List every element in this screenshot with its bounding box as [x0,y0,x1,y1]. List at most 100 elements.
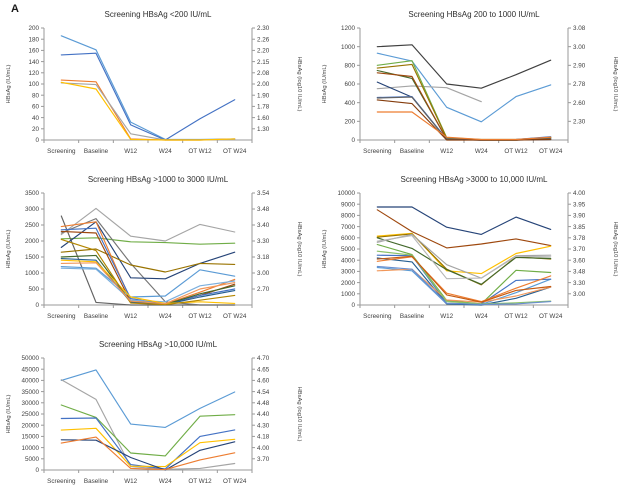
patient-line [60,218,236,306]
patient-line [376,81,552,141]
line-chart-gt10000: 0 5000 10000 15000 20000 25000 30000 35000 40000… [6,355,302,485]
left-tick-label: 400 [344,100,355,107]
left-tick-label: 0 [351,137,355,144]
x-axis-label: OT W12 [504,313,528,320]
chart-title: Screening HBsAg >3000 to 10,000 IU/mL [400,175,548,184]
left-tick-label: 0 [35,137,39,144]
line-chart-lt200: 0 20 40 60 80 100 120 140 160 180 200 2.30 2.26 2.20 2… [6,25,302,155]
right-tick-label: 2.30 [573,119,586,126]
line-chart-3000-10000: 0 1000 2000 3000 4000 5000 6000 7000 8000 9000 100… [322,190,618,320]
right-tick-label: 3.30 [257,238,270,245]
left-tick-label: 800 [344,63,355,70]
x-axis-label: OT W24 [223,313,247,320]
x-axis-label: Screening [47,313,76,320]
patient-line [60,262,236,305]
x-axis-label: OT W12 [188,478,212,485]
patient-line [376,254,552,305]
patient-line [376,209,552,249]
x-axis-label: OT W24 [539,313,563,320]
x-axis-label: OT W12 [188,148,212,155]
left-tick-label: 20 [32,126,40,133]
right-tick-label: 3.90 [573,213,586,220]
left-tick-label: 60 [32,104,40,111]
x-axis-label: W24 [159,148,172,155]
chart-title: Screening HBsAg 200 to 1000 IU/mL [408,10,540,19]
right-tick-label: 2.15 [257,59,270,66]
left-tick-label: 600 [344,81,355,88]
right-tick-label: 2.90 [573,63,586,70]
left-tick-label: 50000 [21,355,39,362]
panel-screening-lt200: Screening HBsAg <200 IU/mL 0 20 40 60 80 100 1… [0,8,316,168]
right-axis-title: HBsAg (log10 IU/mL) [612,222,618,277]
right-tick-label: 2.08 [257,70,270,77]
left-tick-label: 80 [32,92,40,99]
left-tick-label: 1000 [25,270,40,277]
right-tick-label: 3.40 [257,222,270,229]
patient-line [60,52,236,141]
left-tick-label: 3000 [341,269,356,276]
left-tick-label: 200 [28,25,39,32]
right-tick-label: 3.48 [573,269,586,276]
patient-line [376,268,552,303]
figure-label: A [11,3,19,15]
right-tick-label: 3.85 [573,224,586,231]
x-axis-label: OT W24 [223,478,247,485]
right-tick-label: 3.60 [573,257,586,264]
patient-line [376,60,552,141]
patient-line [376,206,552,235]
right-tick-label: 4.54 [257,389,270,396]
chart-title: Screening HBsAg >10,000 IU/mL [98,340,218,349]
x-axis-label: W24 [159,478,172,485]
right-tick-label: 3.70 [257,456,270,463]
x-axis-label: Baseline [400,148,425,155]
left-tick-label: 25000 [21,411,39,418]
patient-line [60,404,236,457]
right-tick-label: 3.08 [573,25,586,32]
patient-line [60,248,236,273]
right-tick-label: 2.78 [573,81,586,88]
patient-line [60,439,236,471]
panel-screening-200-1000: Screening HBsAg 200 to 1000 IU/mL 0 200 40… [316,8,632,168]
patient-line [376,72,552,141]
left-tick-label: 100 [28,81,39,88]
patient-line [60,221,236,280]
patient-line [60,207,236,242]
left-tick-label: 180 [28,36,39,43]
right-tick-label: 4.40 [257,411,270,418]
left-tick-label: 45000 [21,366,39,373]
right-tick-label: 2.00 [257,81,270,88]
patient-line [60,82,236,141]
left-tick-label: 35000 [21,389,39,396]
right-tick-label: 4.00 [573,190,586,197]
right-tick-label: 3.18 [257,254,270,261]
left-axis-title: HBsAg (IU/mL) [6,394,12,433]
patient-line [376,233,552,279]
right-axis-title: HBsAg (log10 IU/mL) [296,387,302,442]
patient-line [60,238,236,306]
left-axis-title: HBsAg (IU/mL) [6,229,12,268]
x-axis-label: OT W12 [504,148,528,155]
x-axis-label: OT W12 [188,313,212,320]
left-tick-label: 140 [28,59,39,66]
right-tick-label: 4.65 [257,366,270,373]
x-axis-label: W12 [440,313,453,320]
right-tick-label: 2.60 [573,100,586,107]
x-axis-label: W24 [159,313,172,320]
chart-title: Screening HBsAg <200 IU/mL [104,10,212,19]
left-tick-label: 4000 [341,257,356,264]
right-axis-title: HBsAg (log10 IU/mL) [296,57,302,112]
left-tick-label: 9000 [341,201,356,208]
left-tick-label: 5000 [25,456,40,463]
patient-line [376,85,482,103]
x-axis-label: W24 [475,313,488,320]
line-chart-200-1000: 0 200 400 600 800 1000 1200 3.08 3.00 2.90 2.78 2.6… [322,25,618,155]
x-axis-label: W12 [124,148,137,155]
right-tick-label: 4.30 [257,422,270,429]
patient-line [376,235,552,280]
patient-line [376,69,552,141]
right-tick-label: 4.48 [257,400,270,407]
patient-line [376,250,552,305]
left-tick-label: 10000 [21,445,39,452]
x-axis-label: Screening [363,313,392,320]
